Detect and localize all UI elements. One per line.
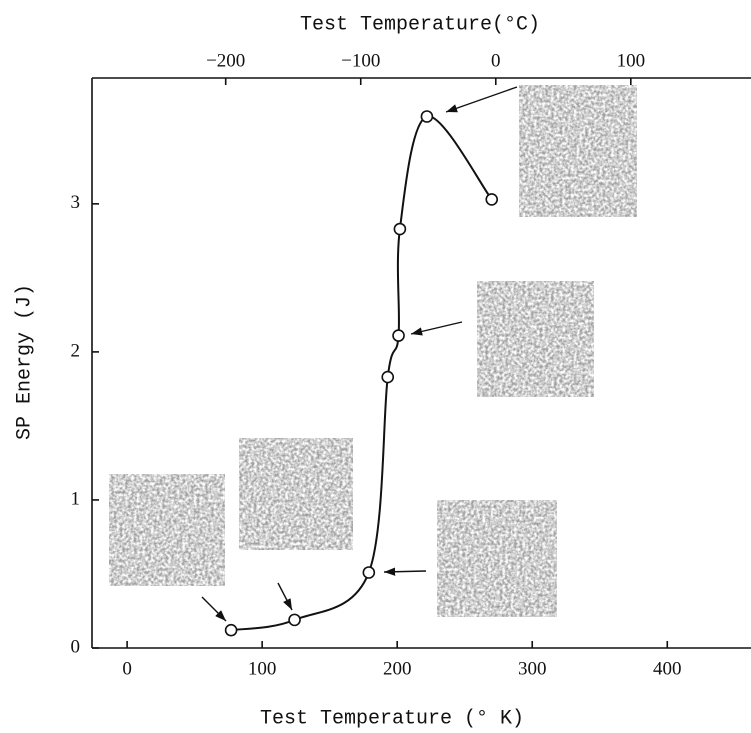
y-tick-label: 0 [71, 636, 81, 657]
x2-tick-label: −100 [341, 50, 380, 71]
y-axis-label: SP Energy (J) [13, 284, 36, 440]
x-tick-label: 0 [122, 658, 132, 679]
photo [239, 438, 353, 550]
photo [109, 474, 225, 586]
data-point [486, 194, 497, 205]
data-point [289, 614, 300, 625]
x-tick-label: 300 [518, 658, 547, 679]
arrow [202, 597, 226, 621]
data-point [382, 372, 393, 383]
data-point [363, 567, 374, 578]
x2-tick-label: −200 [206, 50, 245, 71]
arrow [411, 322, 462, 334]
x2-tick-label: 100 [617, 50, 646, 71]
photo [519, 85, 637, 217]
x-tick-label: 200 [383, 658, 412, 679]
data-point [226, 625, 237, 636]
photo [437, 500, 557, 617]
data-point [393, 330, 404, 341]
x2-tick-label: 0 [491, 50, 501, 71]
x-tick-label: 100 [248, 658, 277, 679]
inset-photos [109, 85, 637, 621]
photo [477, 281, 594, 397]
y-tick-label: 1 [71, 488, 81, 509]
x-axis-label: Test Temperature (° K) [260, 707, 524, 730]
top-axis-label: Test Temperature(°C) [300, 13, 540, 36]
y-tick-label: 3 [71, 192, 81, 213]
arrow [384, 571, 426, 572]
x-tick-label: 400 [653, 658, 682, 679]
data-point [394, 224, 405, 235]
arrow [446, 87, 517, 112]
data-point [421, 111, 432, 122]
arrow [278, 583, 292, 610]
y-tick-label: 2 [71, 340, 81, 361]
chart: Test Temperature(°C) Test Temperature (°… [0, 0, 751, 733]
